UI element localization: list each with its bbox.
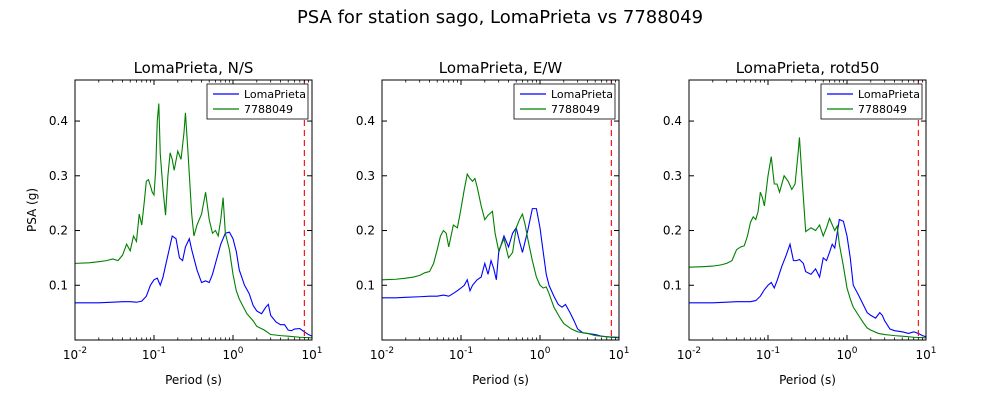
y-tick-label: 0.4: [663, 114, 682, 128]
subplot-title: LomaPrieta, N/S: [134, 59, 254, 77]
series-line-synthetic: [382, 172, 619, 338]
y-tick-label: 0.1: [663, 278, 682, 292]
x-tick-label: 10-2: [677, 346, 701, 362]
plot-area: [75, 103, 312, 339]
x-tick-label: 10-2: [370, 346, 394, 362]
axes-frame: [688, 79, 927, 341]
legend-label: 7788049: [244, 103, 293, 116]
subplot-1: LomaPrieta, N/S 10-2 10-1 100 101 0.1 0.2 0.3 0.…: [25, 59, 323, 387]
x-tick-label: 101: [915, 346, 936, 362]
x-tick-label: 10-1: [449, 346, 473, 362]
subplot-title: LomaPrieta, rotd50: [736, 59, 880, 77]
legend-box: [206, 83, 309, 120]
y-tick-label: 0.3: [49, 169, 68, 183]
legend-box: [513, 83, 616, 120]
y-tick-label: 0.2: [663, 224, 682, 238]
figure-title: PSA for station sago, LomaPrieta vs 7788…: [297, 7, 703, 28]
y-tick-label: 0.1: [49, 278, 68, 292]
legend-label: 7788049: [858, 103, 907, 116]
plot-area: [382, 172, 619, 339]
legend-box: [820, 83, 923, 120]
legend: LomaPrieta 7788049: [206, 83, 309, 120]
series-line-lomaprieta: [75, 231, 312, 337]
x-tick-label: 100: [222, 346, 243, 362]
y-tick-label: 0.4: [49, 114, 68, 128]
series-line-lomaprieta: [382, 208, 619, 339]
legend-label: LomaPrieta: [858, 88, 920, 101]
axes-frame: [74, 79, 313, 341]
x-tick-label: 101: [608, 346, 629, 362]
plot-area: [689, 137, 926, 339]
axes-frame: [381, 79, 620, 341]
y-tick-label: 0.3: [663, 169, 682, 183]
subplot-3: LomaPrieta, rotd50 10-2 10-1 100 101 0.1 0.2 0.…: [663, 59, 937, 387]
y-tick-label: 0.4: [356, 114, 375, 128]
y-axis-label: PSA (g): [25, 188, 39, 232]
legend-label: 7788049: [551, 103, 600, 116]
y-tick-label: 0.2: [356, 224, 375, 238]
x-axis-label: Period (s): [779, 373, 836, 387]
legend-label: LomaPrieta: [551, 88, 613, 101]
x-tick-label: 10-1: [756, 346, 780, 362]
x-tick-label: 10-2: [63, 346, 87, 362]
y-tick-label: 0.1: [356, 278, 375, 292]
legend-label: LomaPrieta: [244, 88, 306, 101]
x-axis-label: Period (s): [165, 373, 222, 387]
x-tick-label: 10-1: [142, 346, 166, 362]
y-tick-label: 0.2: [49, 224, 68, 238]
series-line-lomaprieta: [689, 218, 926, 338]
x-axis-label: Period (s): [472, 373, 529, 387]
x-tick-label: 100: [836, 346, 857, 362]
subplot-title: LomaPrieta, E/W: [439, 59, 563, 77]
legend: LomaPrieta 7788049: [820, 83, 923, 120]
x-tick-label: 100: [529, 346, 550, 362]
series-line-synthetic: [689, 137, 926, 339]
subplot-2: LomaPrieta, E/W 10-2 10-1 100 101 0.1 0.2 0.3 0.…: [356, 59, 630, 387]
x-tick-label: 101: [301, 346, 322, 362]
series-line-synthetic: [75, 103, 312, 339]
legend: LomaPrieta 7788049: [513, 83, 616, 120]
subplot-grid: LomaPrieta, N/S 10-2 10-1 100 101 0.1 0.2 0.3 0.…: [25, 59, 937, 387]
y-tick-label: 0.3: [356, 169, 375, 183]
